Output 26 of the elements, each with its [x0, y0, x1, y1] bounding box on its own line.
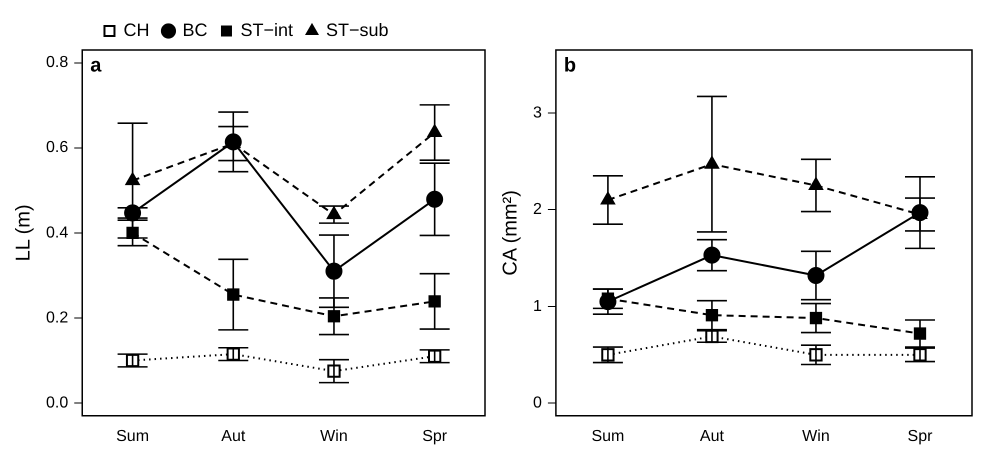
- x-tick-label: Aut: [221, 428, 246, 445]
- x-tick-label: Sum: [116, 428, 150, 445]
- point: [428, 295, 441, 308]
- y-tick-label: 2: [532, 201, 542, 218]
- legend-label: ST−int: [240, 20, 294, 40]
- annotation: b: [564, 54, 576, 77]
- y-tick-label: 0.6: [46, 139, 68, 156]
- y-axis-title: CA (mm²): [500, 190, 522, 276]
- y-tick-label: 0: [532, 394, 542, 412]
- y-tick-label: 1: [532, 298, 542, 315]
- legend-label: CH: [123, 20, 150, 40]
- y-tick-label: 3: [532, 104, 542, 122]
- x-tick-label: Win: [802, 428, 830, 445]
- x-tick-label: Aut: [700, 428, 724, 445]
- y-tick-label: 0.8: [46, 54, 68, 72]
- y-axis-title: LL (m): [12, 204, 35, 262]
- y-tick-label: 0.0: [46, 394, 68, 412]
- y-tick-label: 0.2: [46, 309, 68, 326]
- x-tick-label: Sum: [591, 428, 624, 445]
- x-tick-label: Spr: [908, 428, 934, 445]
- legend-label: BC: [182, 20, 208, 40]
- annotation: a: [90, 54, 102, 77]
- y-tick-label: 0.4: [46, 224, 68, 242]
- legend-label: ST−sub: [326, 20, 389, 40]
- x-tick-label: Spr: [422, 428, 448, 445]
- x-tick-label: Win: [320, 428, 348, 445]
